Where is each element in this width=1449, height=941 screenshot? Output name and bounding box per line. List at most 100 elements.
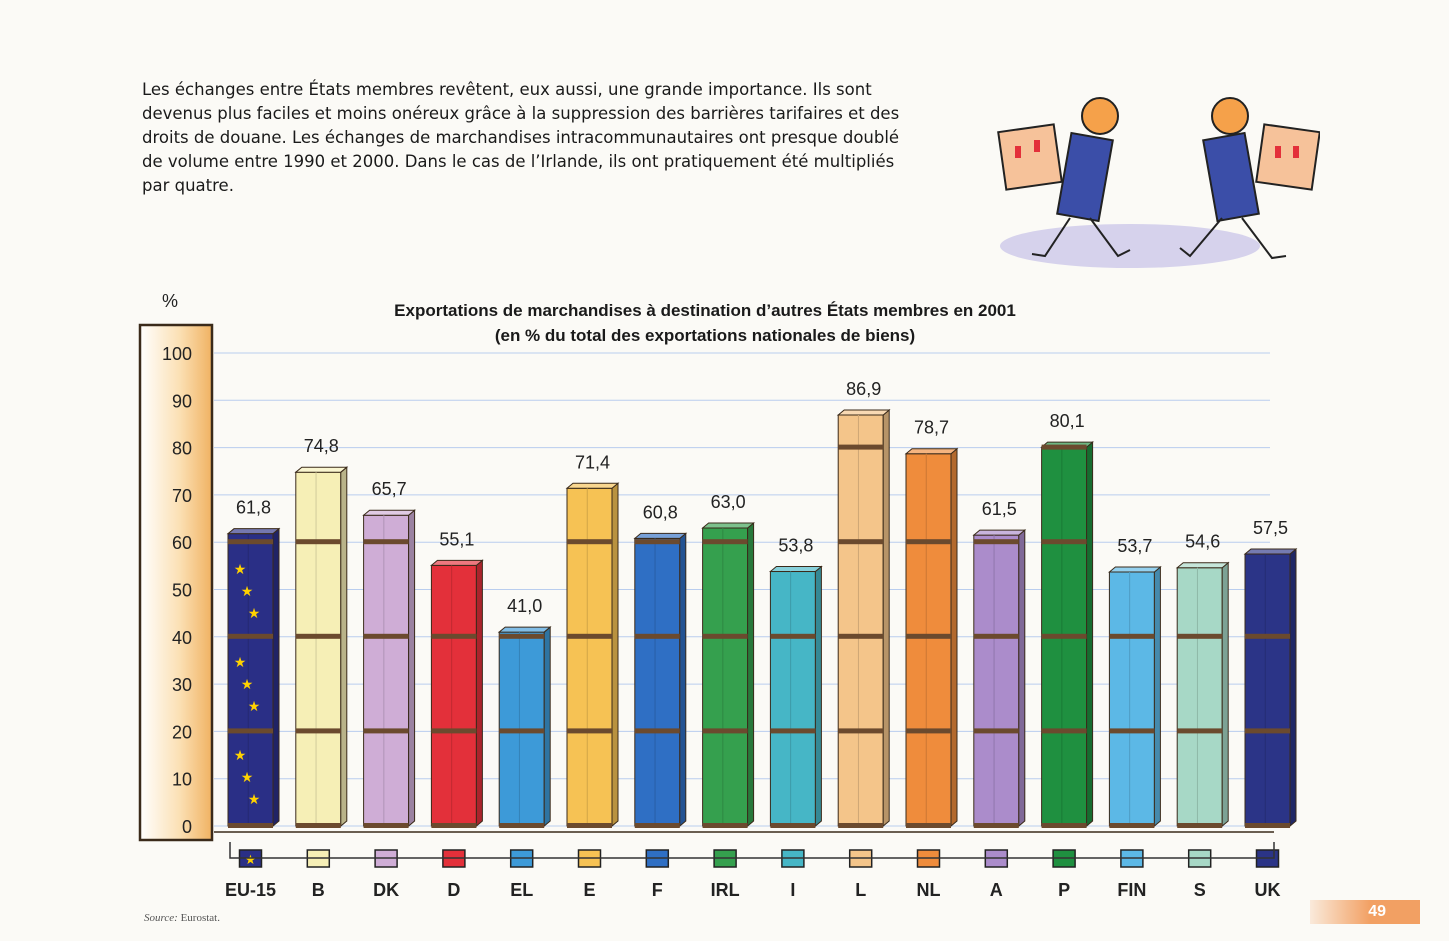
bar-band <box>1109 728 1155 734</box>
bar-band <box>1177 823 1223 828</box>
bar-band <box>499 633 545 639</box>
bar-band <box>1041 539 1087 545</box>
star-icon: ★ <box>248 698 261 714</box>
bar-band <box>770 633 816 639</box>
bar-top <box>430 559 484 566</box>
star-icon: ★ <box>234 747 247 763</box>
y-tick-label: 0 <box>182 817 192 837</box>
bar-band <box>973 823 1019 828</box>
value-label-P: 80,1 <box>1050 411 1085 431</box>
bar-band <box>431 633 477 639</box>
bar-band <box>770 728 816 734</box>
bar-band <box>1245 633 1290 639</box>
bar-top <box>362 509 416 516</box>
bar-band <box>973 728 1019 734</box>
bar-band <box>499 823 545 828</box>
bar-band <box>363 633 409 639</box>
bar-band <box>295 539 341 545</box>
bar-top <box>1108 566 1162 573</box>
bar-band <box>295 823 341 828</box>
category-label-EU-15: EU-15 <box>225 880 276 900</box>
bar-side <box>611 482 619 828</box>
y-tick-label: 90 <box>172 391 192 411</box>
bar-band <box>363 728 409 734</box>
value-label-E: 71,4 <box>575 452 610 472</box>
bar-side <box>950 447 958 828</box>
value-label-D: 55,1 <box>439 529 474 549</box>
bar-band <box>1109 633 1155 639</box>
value-label-I: 53,8 <box>778 536 813 556</box>
bar-band <box>1041 728 1087 734</box>
bar-band <box>702 823 748 828</box>
bar-side <box>340 466 348 828</box>
bar-S <box>1175 561 1230 828</box>
category-label-P: P <box>1058 880 1070 900</box>
value-label-EL: 41,0 <box>507 596 542 616</box>
y-tick-label: 70 <box>172 486 192 506</box>
bar-E <box>565 482 620 828</box>
bar-top <box>972 529 1027 536</box>
bar-band <box>838 728 884 734</box>
bar-band <box>1245 823 1290 828</box>
category-label-E: E <box>583 880 595 900</box>
bar-L <box>836 408 891 828</box>
y-tick-label: 80 <box>172 439 192 459</box>
bar-band <box>567 633 612 639</box>
bar-band <box>906 728 951 734</box>
star-icon: ★ <box>234 654 247 670</box>
category-label-L: L <box>855 880 866 900</box>
bar-A <box>972 529 1027 828</box>
bar-front <box>295 471 342 827</box>
bar-UK <box>1243 547 1298 828</box>
bar-side <box>1086 441 1094 828</box>
bar-band <box>634 823 680 828</box>
bar-band <box>228 539 273 545</box>
bar-top <box>633 532 688 539</box>
bar-front <box>837 414 884 827</box>
bar-band <box>702 633 748 639</box>
bar-band <box>1177 728 1223 734</box>
bar-side <box>679 532 687 828</box>
source-note: Source: Eurostat. <box>144 912 220 924</box>
category-label-S: S <box>1194 880 1206 900</box>
bar-side <box>1221 561 1229 828</box>
bar-band <box>431 728 477 734</box>
category-label-D: D <box>447 880 460 900</box>
bar-EL <box>497 626 552 828</box>
bar-top <box>497 626 552 633</box>
bar-band <box>499 728 545 734</box>
bar-P <box>1040 441 1094 828</box>
y-tick-label: 100 <box>162 344 192 364</box>
bar-band <box>1177 633 1223 639</box>
category-label-IRL: IRL <box>711 880 740 900</box>
bar-front <box>905 453 952 827</box>
bar-band <box>567 539 612 545</box>
bar-F <box>633 532 688 828</box>
bar-band <box>838 823 884 828</box>
bar-band <box>431 823 477 828</box>
bar-front <box>1244 553 1291 827</box>
bar-front <box>1176 567 1223 827</box>
bar-front <box>363 514 410 827</box>
value-label-B: 74,8 <box>304 436 339 456</box>
bar-band <box>363 539 409 545</box>
bar-band <box>567 823 612 828</box>
y-tick-label: 10 <box>172 770 192 790</box>
category-label-F: F <box>652 880 663 900</box>
bar-EU-15: ★ ★ ★ ★ ★ ★ ★ ★ ★ <box>226 527 281 828</box>
bar-top <box>1175 562 1230 569</box>
legend-bracket <box>229 842 1275 859</box>
bar-side <box>475 559 483 828</box>
bar-band <box>702 539 748 545</box>
bar-top <box>1243 548 1298 555</box>
category-label-FIN: FIN <box>1117 880 1146 900</box>
bar-band <box>838 539 884 545</box>
bar-side <box>747 521 755 828</box>
star-icon: ★ <box>248 791 261 807</box>
intro-paragraph: Les échanges entre États membres revêten… <box>142 80 900 195</box>
value-label-EU-15: 61,8 <box>236 498 271 518</box>
bar-band <box>1041 823 1087 828</box>
y-axis-unit: % <box>162 291 178 311</box>
bar-band <box>906 539 951 545</box>
